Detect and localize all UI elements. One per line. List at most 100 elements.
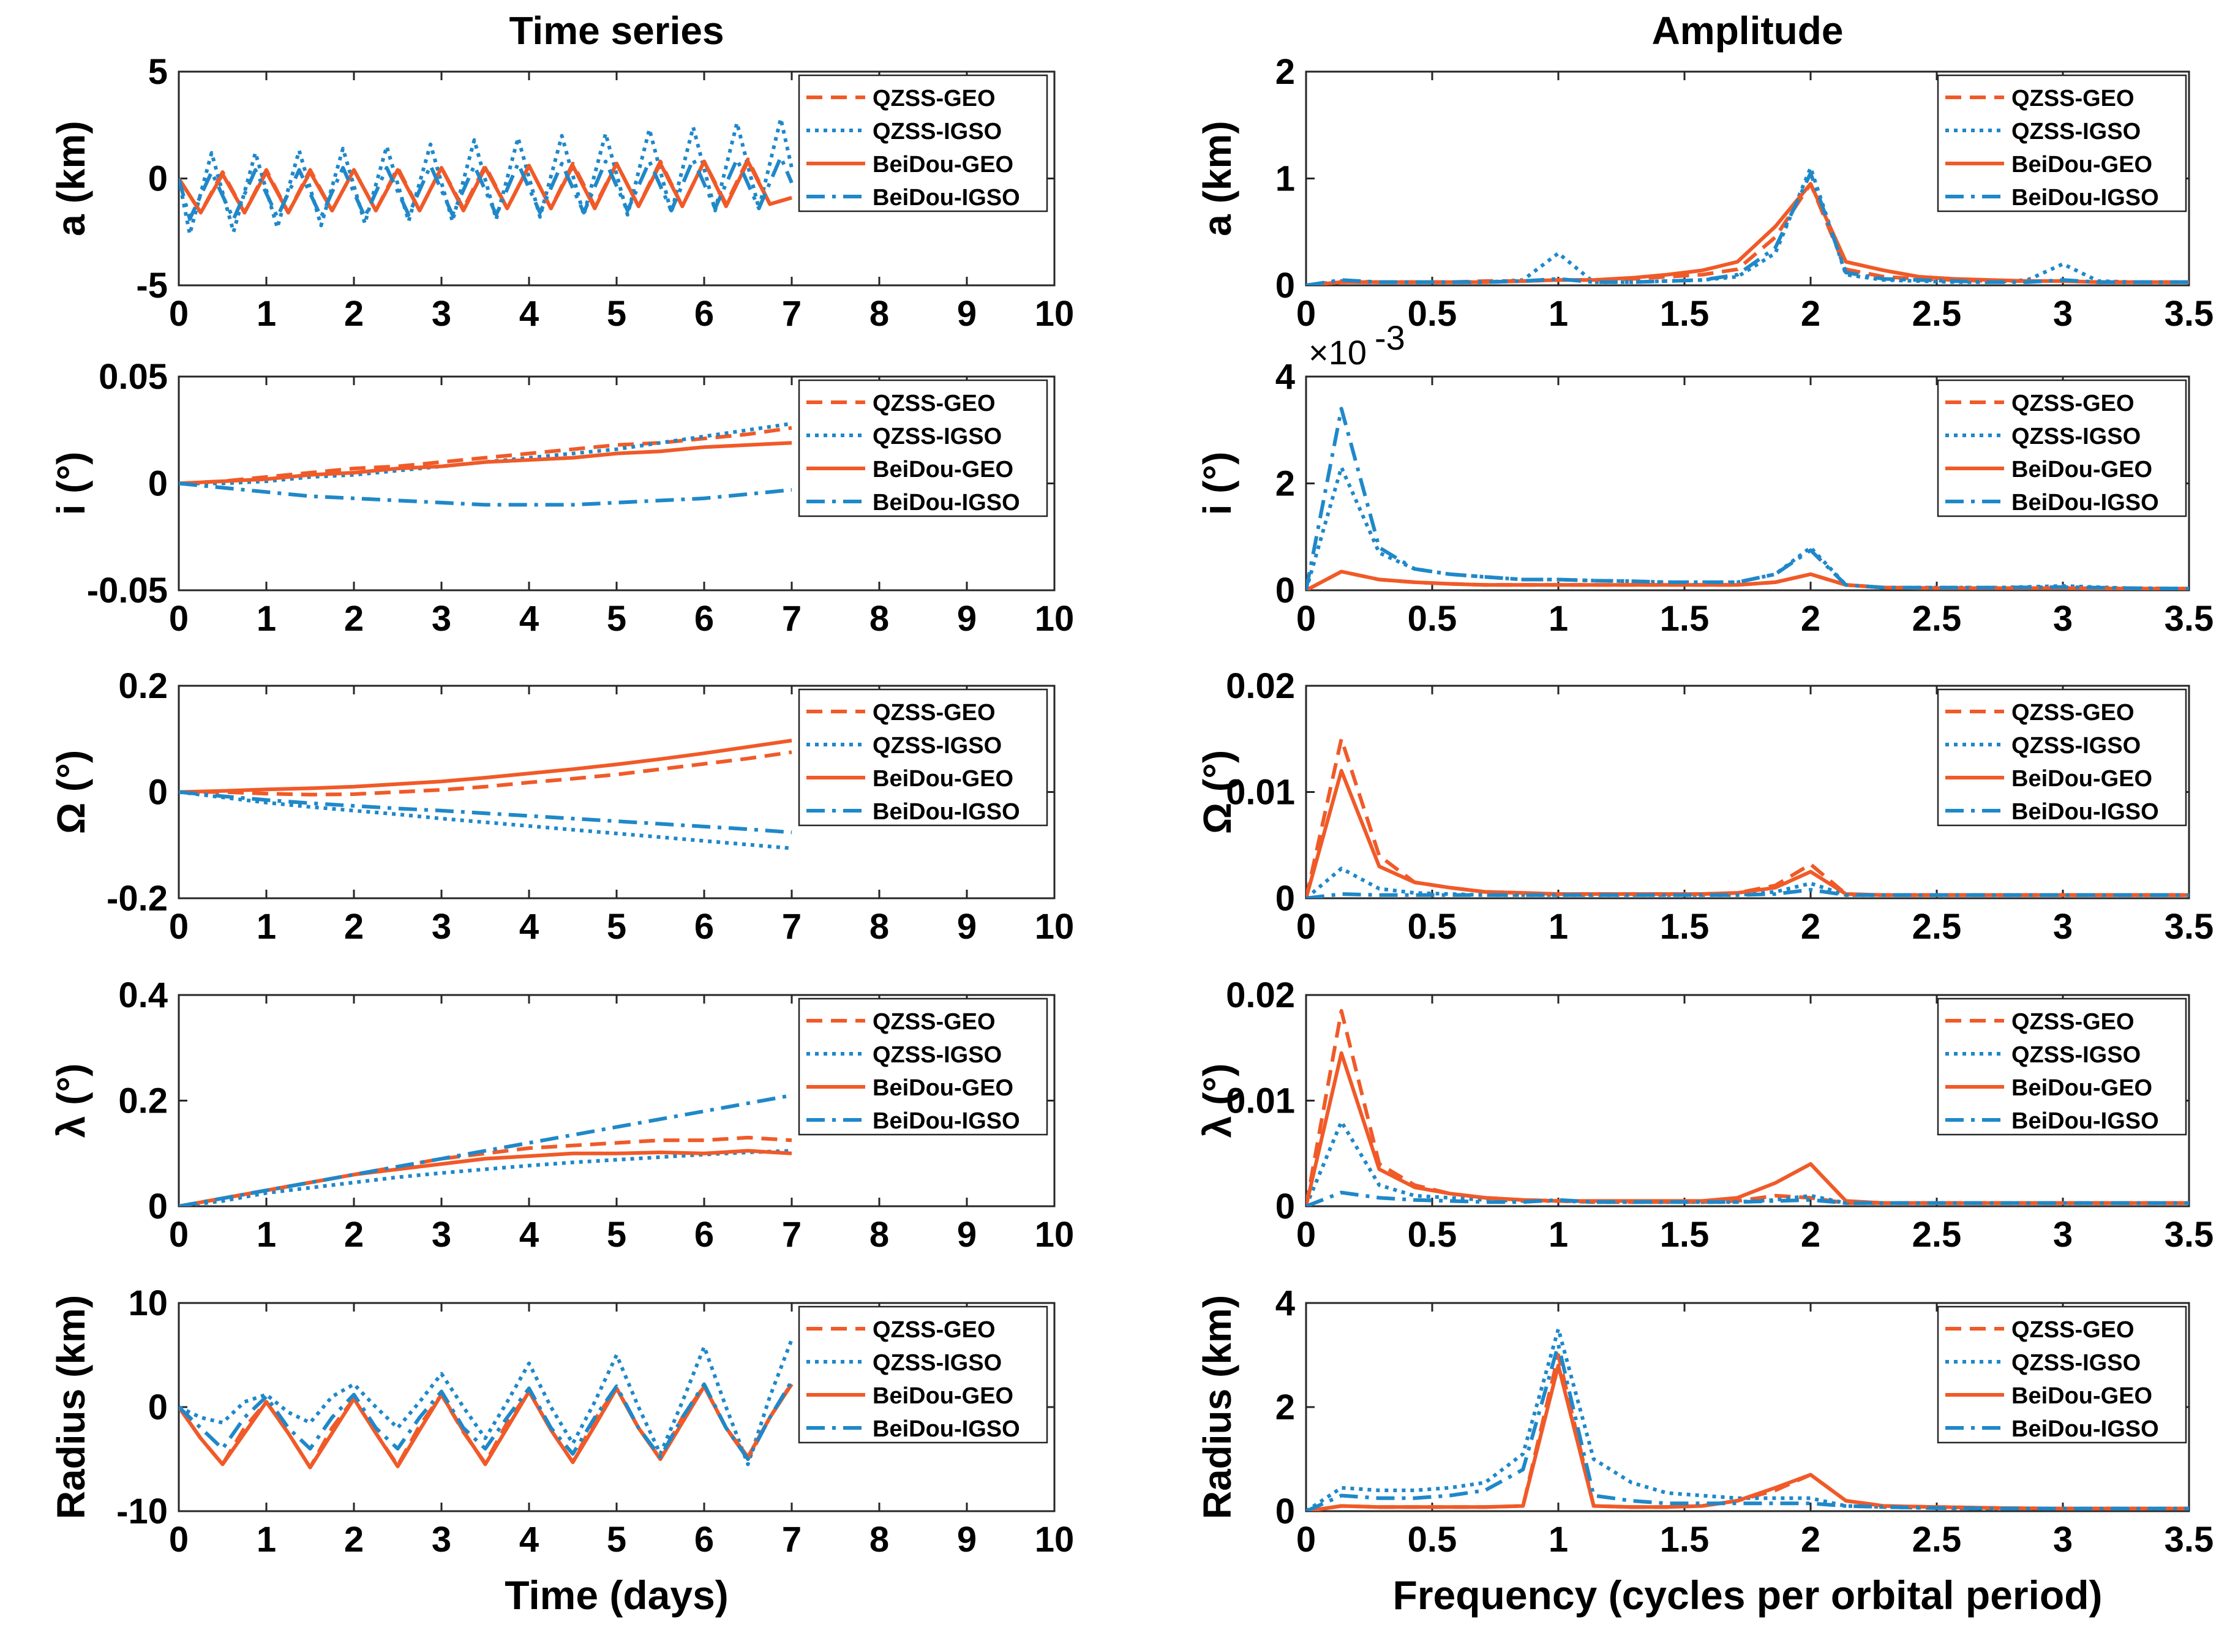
x-tick-label: 3 [432,1215,451,1255]
legend-label-beidou-igso: BeiDou-IGSO [2011,185,2159,211]
x-tick-label: 8 [869,599,889,639]
x-tick-label: 3.5 [2165,294,2214,334]
x-tick-label: 9 [957,1520,977,1560]
x-tick-label: 1.5 [1660,1520,1710,1560]
x-tick-label: 8 [869,907,889,947]
x-tick-label: 0 [169,294,189,334]
y-tick-label: 1 [1275,159,1295,199]
panel-amp_radius: 0 0.5 1 1.5 2 2.5 3 3.5 0 2 4 QZSS-GEO QZSS-IGSO BeiD… [1195,1283,2214,1618]
panel-amp_a: 0 0.5 1 1.5 2 2.5 3 3.5 0 1 2 QZSS-GEO QZSS-IGSO BeiD… [1195,9,2214,334]
y-tick-label: -0.05 [87,571,168,610]
x-tick-label: 10 [1035,1520,1075,1560]
x-tick-label: 1 [1549,1520,1568,1560]
x-tick-label: 3.5 [2165,1520,2214,1560]
y-tick-label: 0 [148,1187,168,1226]
x-tick-label: 0.5 [1408,1215,1457,1255]
series-line-qzss-igso [179,116,794,236]
y-tick-label: 5 [148,52,168,92]
x-tick-label: 2.5 [1912,907,1962,947]
legend-label-qzss-geo: QZSS-GEO [2011,700,2135,726]
x-tick-label: 3.5 [2165,1215,2214,1255]
legend: QZSS-GEO QZSS-IGSO BeiDou-GEO BeiDou-IGSO [798,379,1048,517]
legend: QZSS-GEO QZSS-IGSO BeiDou-GEO BeiDou-IGSO [798,1305,1048,1444]
series-line-beidou-igso [1306,171,2189,285]
series-group [179,1093,792,1206]
x-tick-label: 0.5 [1408,294,1457,334]
x-tick-label: 10 [1035,294,1075,334]
x-tick-label: 2 [344,1215,364,1255]
x-tick-label: 9 [957,1215,977,1255]
legend: QZSS-GEO QZSS-IGSO BeiDou-GEO BeiDou-IGSO [798,74,1048,212]
x-tick-label: 1.5 [1660,907,1710,947]
series-line-beidou-geo [179,1149,792,1206]
x-tick-label: 0 [169,907,189,947]
x-tick-label: 5 [607,599,626,639]
y-tick-label: 10 [128,1283,168,1323]
legend-label-beidou-geo: BeiDou-GEO [873,766,1013,792]
x-tick-label: 3 [2053,1215,2073,1255]
panel-amp_i: 0 0.5 1 1.5 2 2.5 3 3.5 0 2 4 QZSS-GEO QZSS-IGSO BeiD… [1195,318,2214,639]
y-tick-label: 0 [1275,879,1295,918]
x-tick-label: 2 [1801,1215,1820,1255]
legend: QZSS-GEO QZSS-IGSO BeiDou-GEO BeiDou-IGSO [1937,74,2187,212]
y-axis-label: Radius (km) [49,1295,93,1519]
legend-label-beidou-igso: BeiDou-IGSO [2011,1416,2159,1442]
panel-ts_radius: 0 1 2 3 4 5 6 7 8 9 10-10010QZSS-GEOQZSS-IGSOBeiDo… [49,1283,1074,1618]
x-tick-label: 6 [694,294,714,334]
x-tick-label: 4 [519,1520,539,1560]
x-axis-label: Time (days) [505,1572,729,1618]
legend-label-beidou-igso: BeiDou-IGSO [873,185,1020,211]
x-tick-label: 1 [257,907,276,947]
legend-label-qzss-geo: QZSS-GEO [2011,86,2135,111]
legend-label-qzss-igso: QZSS-IGSO [2011,1350,2141,1376]
x-tick-label: 10 [1035,1215,1075,1255]
x-tick-label: 4 [519,907,539,947]
series-line-qzss-igso [179,1149,792,1206]
x-tick-label: 0 [169,599,189,639]
x-tick-label: 2 [344,1520,364,1560]
x-tick-label: 8 [869,1215,889,1255]
series-group [1306,166,2189,285]
x-tick-label: 6 [694,1215,714,1255]
y-axis-label: Radius (km) [1195,1295,1239,1519]
legend-label-beidou-geo: BeiDou-GEO [873,1075,1013,1101]
x-tick-label: 1 [1549,294,1568,334]
x-tick-label: 6 [694,907,714,947]
panel-ts_omega: 0 1 2 3 4 5 6 7 8 9 10-0.200.2QZSS-GEOQZSS-IGSOBei… [49,666,1074,947]
y-tick-label: 0.2 [118,1081,168,1121]
x-tick-label: 2.5 [1912,1215,1962,1255]
x-tick-label: 2 [344,907,364,947]
y-tick-label: -5 [136,266,168,306]
y-axis-exponent-power: -3 [1375,318,1405,357]
legend-label-beidou-geo: BeiDou-GEO [2011,1383,2152,1409]
x-tick-label: 0 [1296,599,1316,639]
legend-label-beidou-igso: BeiDou-IGSO [2011,1108,2159,1134]
legend: QZSS-GEO QZSS-IGSO BeiDou-GEO BeiDou-IGSO [798,997,1048,1136]
x-tick-label: 0 [169,1215,189,1255]
x-tick-label: 2.5 [1912,1520,1962,1560]
x-tick-label: 0.5 [1408,907,1457,947]
y-tick-label: 4 [1275,357,1295,397]
y-tick-label: 0.4 [118,975,168,1015]
x-tick-label: 5 [607,1520,626,1560]
series-line-beidou-igso [1306,1190,2189,1206]
legend-label-qzss-igso: QZSS-IGSO [873,424,1002,449]
legend: QZSS-GEO QZSS-IGSO BeiDou-GEO BeiDou-IGSO [798,688,1048,827]
y-axis-label: a (km) [49,121,93,236]
legend: QZSS-GEO QZSS-IGSO BeiDou-GEO BeiDou-IGSO [1937,688,2187,827]
x-tick-label: 4 [519,599,539,639]
y-tick-label: 0.01 [1226,773,1295,813]
x-tick-label: 0 [1296,1520,1316,1560]
x-tick-label: 1.5 [1660,1215,1710,1255]
x-tick-label: 0.5 [1408,1520,1457,1560]
x-tick-label: 7 [782,907,802,947]
x-tick-label: 6 [694,1520,714,1560]
legend-label-qzss-igso: QZSS-IGSO [2011,119,2141,145]
panel-ts_a: 0 1 2 3 4 5 6 7 8 9 10-505QZSS-GEOQZSS-IGSOBeiDou-… [49,9,1074,334]
y-axis-exponent: ×10 [1309,333,1367,372]
legend-label-qzss-igso: QZSS-IGSO [873,1350,1002,1376]
panel-amp_omega: 0 0.5 1 1.5 2 2.5 3 3.5 0 0.01 0.02 QZSS-GEO QZSS-IG… [1195,666,2214,947]
series-group [179,421,792,507]
x-tick-label: 3 [432,294,451,334]
x-tick-label: 3 [2053,907,2073,947]
